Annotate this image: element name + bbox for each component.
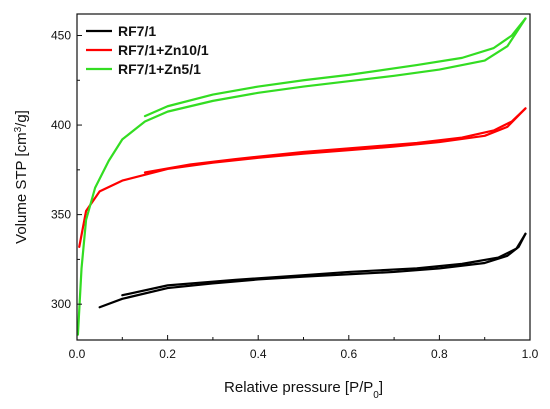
y-tick-label: 400 (51, 118, 71, 132)
legend-label-1: RF7/1+Zn10/1 (118, 42, 209, 58)
y-tick-label: 450 (51, 28, 71, 42)
series-2-adsorption-line (76, 17, 527, 336)
series-0-desorption-line (121, 232, 527, 297)
x-tick-label: 0.8 (431, 347, 448, 361)
x-axis-title-subscript: 0 (373, 390, 379, 401)
y-tick-label: 350 (51, 208, 71, 222)
x-tick-label: 0.0 (69, 347, 86, 361)
x-axis-title-main: Relative pressure [P/P (224, 379, 373, 396)
x-tick-label: 0.6 (340, 347, 357, 361)
series-2-desorption-line (143, 17, 527, 118)
series-0-adsorption-line (98, 232, 527, 309)
x-tick-label: 0.4 (250, 347, 267, 361)
plot-area (76, 17, 527, 336)
legend: RF7/1 RF7/1+Zn10/1 RF7/1+Zn5/1 (86, 23, 209, 77)
y-axis-title-superscript: 3 (13, 126, 24, 132)
x-axis-title-suffix: ] (379, 379, 383, 396)
x-tick-label: 1.0 (522, 347, 539, 361)
y-axis-title-main: Volume STP [cm (13, 132, 30, 243)
axes: 0.0 0.2 0.4 0.6 0.8 1.0 300 350 400 450 Relative p… (13, 13, 539, 401)
series-1-adsorption-line (78, 107, 527, 248)
y-axis-title-suffix: /g] (13, 110, 30, 127)
series-1-desorption-line (143, 107, 527, 174)
y-axis-title: Volume STP [cm3/g] (13, 110, 31, 244)
legend-label-0: RF7/1 (118, 23, 156, 39)
x-tick-label: 0.2 (159, 347, 176, 361)
legend-label-2: RF7/1+Zn5/1 (118, 61, 201, 77)
y-tick-label: 300 (51, 297, 71, 311)
x-axis-title: Relative pressure [P/P0] (224, 379, 383, 401)
